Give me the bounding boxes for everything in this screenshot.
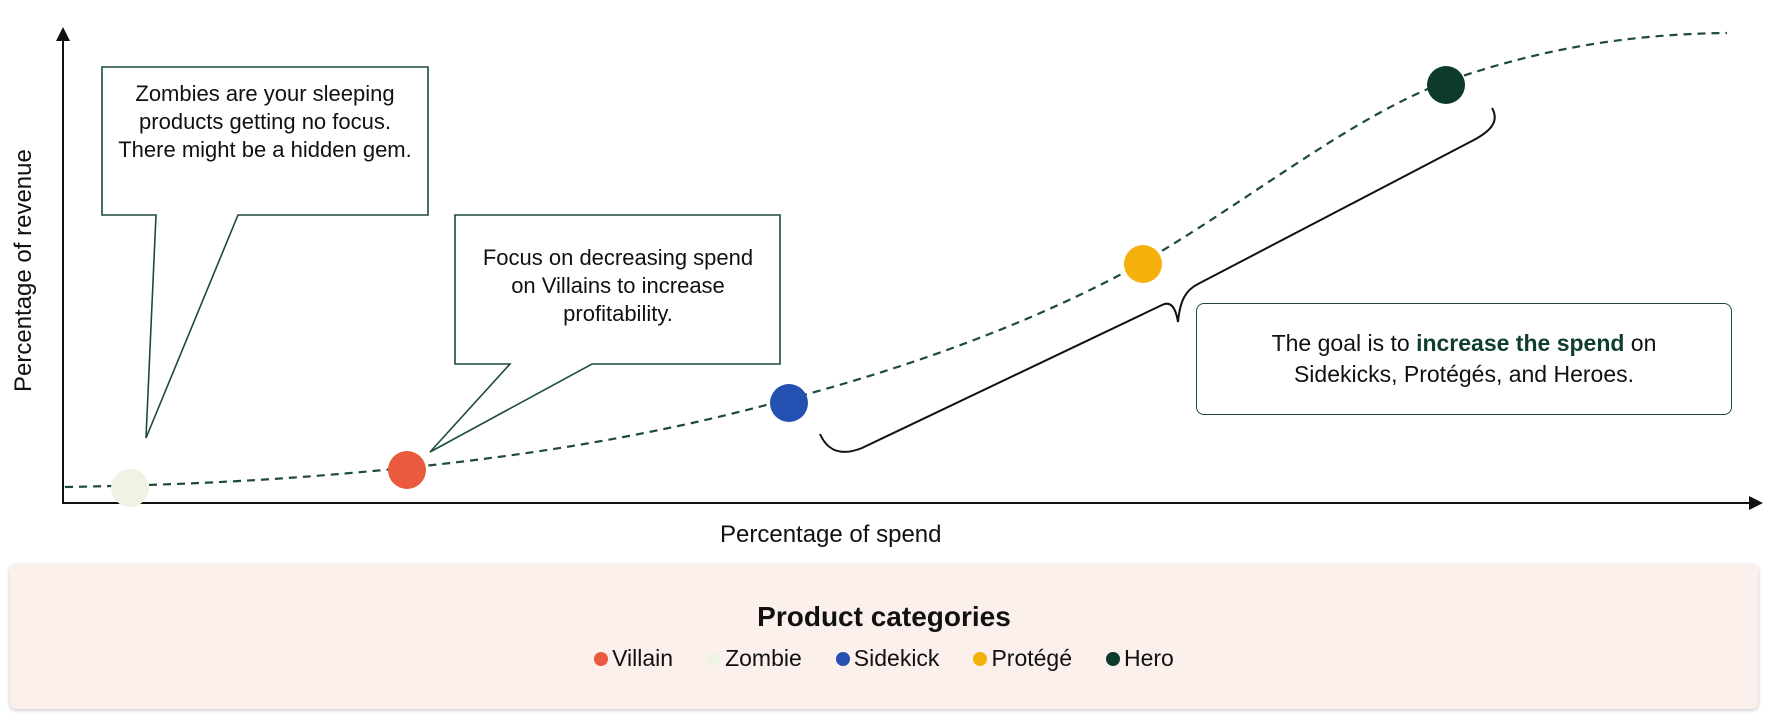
- legend-dot-icon: [835, 651, 850, 666]
- villain-callout-bubble: [429, 214, 781, 453]
- goal-text-emphasis: increase the spend: [1416, 330, 1625, 356]
- goal-text-prefix: The goal is to: [1271, 330, 1417, 356]
- y-axis-label: Percentage of revenue: [10, 149, 37, 392]
- curve-point-sidekick: [770, 384, 808, 422]
- legend-item: Sidekick: [835, 645, 940, 672]
- zombie-callout-bubble: [101, 66, 429, 439]
- curve-point-hero: [1427, 66, 1465, 104]
- curve-point-protege: [1124, 245, 1162, 283]
- goal-text-suffix: on Sidekicks, Protégés, and Heroes.: [1293, 330, 1657, 387]
- legend-panel: Product categories Villain Zombie Sidekick…: [10, 565, 1758, 709]
- legend-label: Protégé: [991, 645, 1072, 671]
- legend-item: Zombie: [707, 645, 802, 672]
- legend-dot-icon: [594, 651, 609, 666]
- legend-item: Hero: [1106, 645, 1174, 672]
- goal-text: The goal is to increase the spend on Sid…: [1224, 328, 1704, 390]
- zombie-callout-text: Zombies are your sleeping products getti…: [118, 81, 412, 162]
- legend-item: Protégé: [973, 645, 1072, 672]
- diagram-canvas: [56, 27, 1763, 510]
- legend-dot-icon: [1106, 651, 1120, 666]
- curve-point-villain: [388, 451, 426, 489]
- legend-label: Sidekick: [853, 645, 940, 671]
- legend-label: Zombie: [725, 645, 802, 671]
- villain-callout-text: Focus on decreasing spend on Villains to…: [482, 245, 754, 326]
- legend-label: Villain: [612, 645, 674, 671]
- curve-point-zombie: [111, 469, 149, 507]
- goal-box: The goal is to increase the spend on Sid…: [1196, 303, 1732, 415]
- curve-points: [111, 66, 1465, 507]
- legend-dot-icon: [707, 651, 722, 666]
- legend-label: Hero: [1124, 645, 1174, 671]
- legend-title: Product categories: [757, 601, 1011, 632]
- legend-item: Villain: [594, 645, 673, 672]
- x-axis-label: Percentage of spend: [720, 521, 942, 548]
- legend-items: Villain Zombie Sidekick Protégé Hero: [10, 645, 1758, 672]
- legend-dot-icon: [973, 651, 988, 666]
- curly-brace: [819, 107, 1496, 453]
